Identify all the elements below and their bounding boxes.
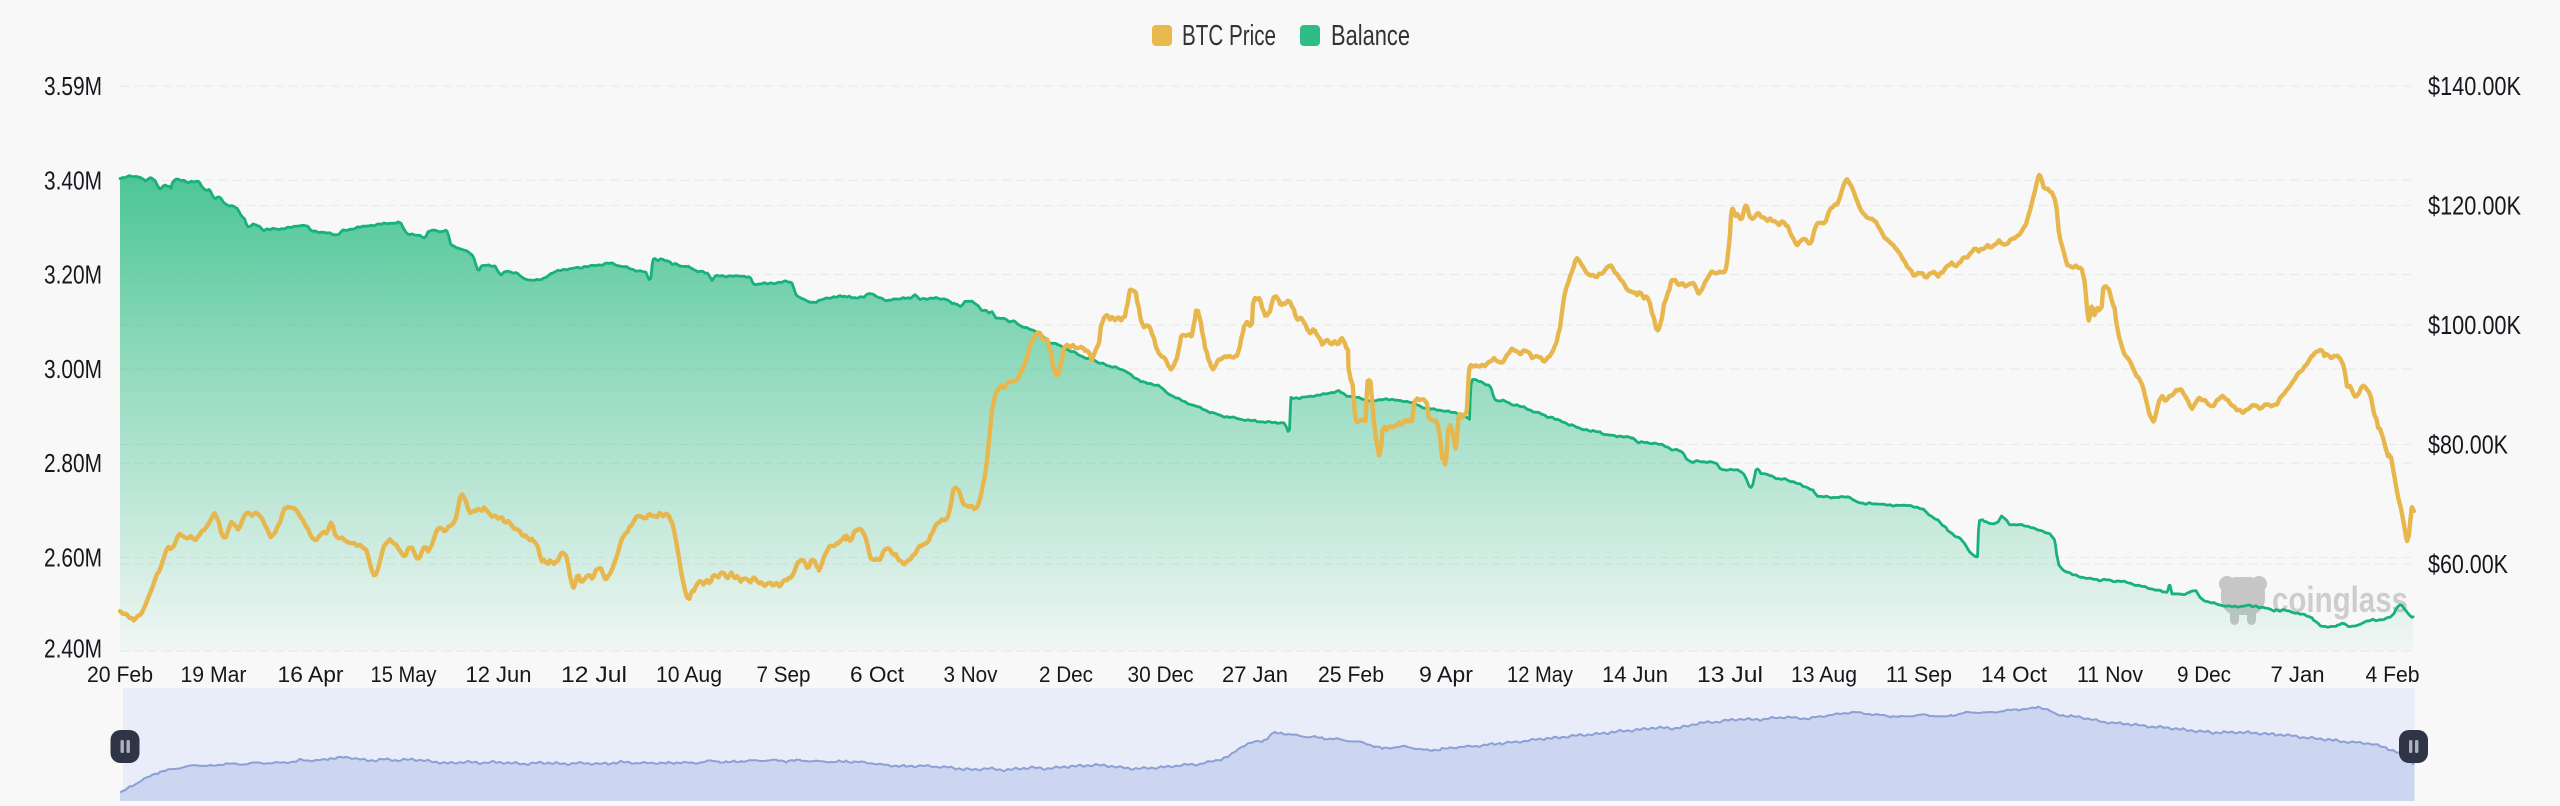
svg-text:15 May: 15 May <box>371 662 437 687</box>
svg-text:12 Jun: 12 Jun <box>466 662 532 687</box>
svg-text:11 Sep: 11 Sep <box>1886 662 1952 687</box>
svg-text:3 Nov: 3 Nov <box>944 662 998 687</box>
svg-text:30 Dec: 30 Dec <box>1128 662 1194 687</box>
svg-text:7 Jan: 7 Jan <box>2271 662 2325 687</box>
svg-text:3.20M: 3.20M <box>44 260 102 290</box>
svg-text:BTC Price: BTC Price <box>1182 20 1276 52</box>
svg-text:2.80M: 2.80M <box>44 448 102 478</box>
svg-text:14 Oct: 14 Oct <box>1981 662 2047 687</box>
svg-text:2.40M: 2.40M <box>44 634 102 664</box>
svg-text:25 Feb: 25 Feb <box>1318 662 1384 687</box>
svg-text:14 Jun: 14 Jun <box>1602 662 1668 687</box>
svg-text:13 Jul: 13 Jul <box>1697 662 1763 687</box>
svg-text:13 Aug: 13 Aug <box>1791 662 1857 687</box>
svg-text:$60.00K: $60.00K <box>2428 549 2509 579</box>
svg-text:2.60M: 2.60M <box>44 543 102 573</box>
svg-text:16 Apr: 16 Apr <box>278 662 344 687</box>
svg-text:3.00M: 3.00M <box>44 354 102 384</box>
svg-text:11 Nov: 11 Nov <box>2077 662 2143 687</box>
svg-text:3.59M: 3.59M <box>44 71 102 101</box>
svg-text:$140.00K: $140.00K <box>2428 71 2522 101</box>
svg-text:12 Jul: 12 Jul <box>561 662 627 687</box>
svg-text:Balance: Balance <box>1331 20 1410 52</box>
svg-text:4 Feb: 4 Feb <box>2366 662 2420 687</box>
svg-text:7 Sep: 7 Sep <box>757 662 811 687</box>
svg-text:9 Apr: 9 Apr <box>1419 662 1473 687</box>
svg-text:$100.00K: $100.00K <box>2428 310 2522 340</box>
svg-text:10 Aug: 10 Aug <box>656 662 722 687</box>
svg-text:12 May: 12 May <box>1507 662 1573 687</box>
svg-text:9 Dec: 9 Dec <box>2177 662 2231 687</box>
svg-text:6 Oct: 6 Oct <box>850 662 904 687</box>
svg-text:20 Feb: 20 Feb <box>87 662 153 687</box>
svg-text:2 Dec: 2 Dec <box>1039 662 1093 687</box>
svg-text:27 Jan: 27 Jan <box>1222 662 1288 687</box>
svg-text:$80.00K: $80.00K <box>2428 430 2509 460</box>
svg-text:19 Mar: 19 Mar <box>181 662 247 687</box>
svg-text:3.40M: 3.40M <box>44 165 102 195</box>
svg-text:$120.00K: $120.00K <box>2428 191 2522 221</box>
